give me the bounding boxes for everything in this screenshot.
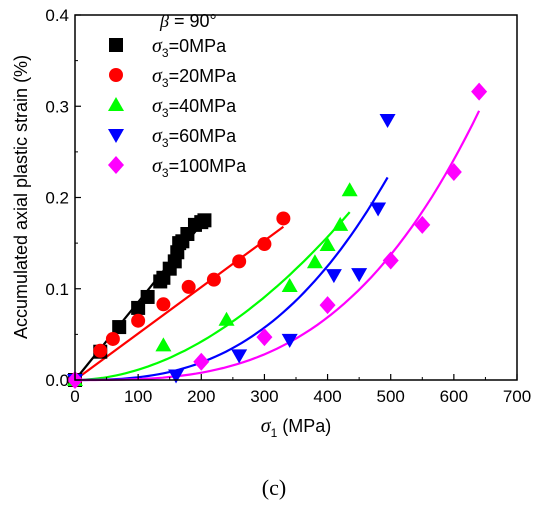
y-tick-label-2: 0.2	[45, 189, 69, 208]
point-series-0-3	[131, 300, 146, 315]
point-series-1-3	[131, 313, 146, 328]
data-markers	[67, 82, 488, 389]
x-tick-label-7: 700	[503, 387, 531, 406]
fit-line-series-3	[75, 176, 389, 382]
point-series-4-1	[193, 352, 210, 371]
fit-line-series-4	[75, 110, 481, 382]
fit-line-series-2	[74, 211, 351, 382]
y-tick-label-1: 0.1	[45, 280, 69, 299]
point-series-2-3	[281, 278, 298, 293]
legend-label-1: σ3=20MPa	[152, 65, 237, 90]
point-series-0-15	[197, 213, 212, 228]
point-series-2-4	[306, 254, 323, 269]
point-series-3-6	[370, 202, 387, 217]
fit-line-series-1	[74, 225, 285, 381]
point-series-4-3	[319, 296, 336, 315]
point-series-1-7	[232, 254, 247, 269]
point-series-3-3	[281, 333, 298, 348]
legend-label-0: σ3=0MPa	[152, 35, 227, 60]
point-series-2-6	[332, 216, 349, 231]
x-axis-title: σ1 (MPa)	[261, 415, 332, 440]
point-series-2-2	[218, 311, 235, 326]
y-tick-label-3: 0.3	[45, 97, 69, 116]
point-series-2-1	[155, 337, 172, 352]
legend-marker-4	[108, 156, 124, 174]
point-series-1-8	[257, 237, 272, 252]
fit-curves	[74, 110, 481, 382]
x-tick-label-2: 200	[187, 387, 215, 406]
x-tick-label-4: 400	[313, 387, 341, 406]
x-tick-label-6: 600	[440, 387, 468, 406]
point-series-4-6	[445, 162, 462, 181]
x-tick-label-1: 100	[124, 387, 152, 406]
point-series-1-9	[276, 211, 291, 226]
point-series-2-7	[341, 182, 358, 197]
y-tick-label-4: 0.4	[45, 6, 69, 25]
point-series-3-7	[379, 113, 396, 128]
point-series-0-4	[140, 289, 155, 304]
point-series-3-5	[351, 268, 368, 283]
point-series-3-2	[231, 349, 248, 364]
x-tick-label-5: 500	[377, 387, 405, 406]
point-series-1-4	[156, 297, 171, 312]
beta-annotation: β = 90°	[159, 11, 217, 31]
legend-label-2: σ3=40MPa	[152, 95, 237, 120]
point-series-2-5	[319, 236, 336, 251]
point-series-4-7	[471, 82, 488, 101]
legend-label-4: σ3=100MPa	[152, 155, 247, 180]
axis-ticks: 0 100 200 300 400 500 600 700 0.0 0.1 0.2 0.3 0.4	[45, 6, 531, 406]
point-series-4-2	[256, 328, 273, 347]
legend-label-3: σ3=60MPa	[152, 125, 237, 150]
legend-marker-1	[109, 68, 123, 82]
x-tick-label-3: 300	[250, 387, 278, 406]
legend-marker-2	[108, 97, 124, 111]
y-tick-label-0: 0.0	[45, 371, 69, 390]
legend-marker-0	[109, 38, 123, 52]
point-series-4-5	[414, 215, 431, 234]
legend-marker-3	[108, 129, 124, 143]
point-series-0-2	[112, 320, 127, 335]
x-tick-label-0: 0	[70, 387, 79, 406]
legend: σ3=0MPa σ3=20MPa σ3=40MPa σ3=60MPa σ3=100MPa	[108, 35, 247, 180]
point-series-1-1	[93, 343, 108, 358]
point-series-1-5	[181, 279, 196, 294]
point-series-3-4	[325, 269, 342, 284]
y-axis-title: Accumulated axial plastic strain (%)	[11, 55, 31, 339]
panel-label: (c)	[262, 475, 286, 500]
point-series-1-2	[105, 331, 120, 346]
point-series-3-1	[168, 369, 185, 384]
point-series-1-6	[206, 272, 221, 287]
point-series-4-4	[382, 251, 399, 270]
